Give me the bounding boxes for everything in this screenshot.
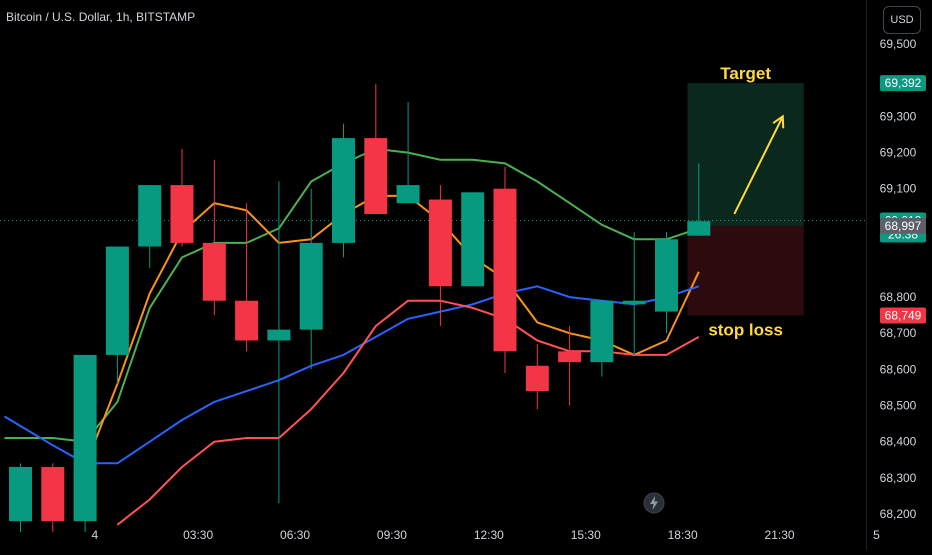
candle: [73, 354, 97, 532]
candle: [396, 101, 420, 204]
symbol-title: Bitcoin / U.S. Dollar, 1h, BITSTAMP: [6, 10, 196, 24]
candle: [138, 185, 162, 269]
candle-body: [525, 365, 549, 392]
candle: [558, 326, 582, 406]
candle: [267, 181, 291, 504]
price-tick-label: 68,700: [880, 326, 917, 340]
price-tick-label: 68,800: [880, 290, 917, 304]
stop-loss-label: stop loss: [708, 321, 783, 340]
price-badge: 69,392: [880, 75, 926, 92]
candle: [655, 232, 678, 334]
candle-body: [138, 185, 162, 247]
moving-average-green: [4, 147, 700, 443]
candle-body: [428, 199, 452, 287]
candle-body: [364, 138, 388, 214]
time-tick-label: 12:30: [474, 528, 504, 542]
candle: [493, 167, 517, 373]
price-badge: 68,749: [880, 307, 926, 324]
target-arrow-line: [733, 115, 784, 215]
candle: [687, 163, 711, 236]
price-tick-label: 69,500: [880, 37, 917, 51]
time-tick-label: 4: [91, 528, 98, 542]
annotations: Target stop loss: [708, 64, 785, 340]
candle-body: [170, 185, 194, 243]
time-tick-label: 09:30: [377, 528, 407, 542]
candle-body: [9, 466, 32, 522]
candle-body: [687, 221, 711, 236]
candle-body: [396, 185, 420, 204]
price-tick-label: 68,600: [880, 362, 917, 376]
candle: [105, 246, 129, 384]
candle-body: [105, 246, 129, 355]
candle-body: [655, 239, 678, 312]
candle: [525, 344, 549, 410]
candle: [41, 463, 65, 532]
candle-body: [267, 329, 291, 341]
candle: [332, 123, 355, 258]
moving-average-blue: [3, 285, 700, 465]
price-tick-label: 69,300: [880, 109, 917, 123]
candle: [299, 188, 323, 370]
position-zones: [687, 83, 804, 316]
candle-body: [235, 300, 259, 341]
target-label: Target: [720, 64, 771, 83]
candle-body: [332, 138, 355, 243]
price-tick-label: 68,500: [880, 399, 917, 413]
time-tick-label: 15:30: [571, 528, 601, 542]
price-badge-value: 68,997: [885, 219, 922, 233]
time-tick-label: 06:30: [280, 528, 310, 542]
candle: [9, 463, 32, 532]
currency-button[interactable]: USD: [883, 6, 921, 34]
price-axis-separator: [866, 0, 867, 550]
candle-body: [73, 354, 97, 522]
candle: [202, 159, 226, 316]
target-zone: [687, 83, 804, 226]
price-badge-box: [880, 307, 926, 324]
candle-body: [622, 300, 646, 305]
time-tick-label: 21:30: [765, 528, 795, 542]
price-badge-box: [880, 75, 926, 92]
candle-body: [461, 192, 485, 287]
candle-body: [558, 351, 582, 363]
price-tick-label: 68,200: [880, 507, 917, 521]
price-badge-value: 68,749: [885, 309, 922, 323]
time-tick-label: 18:30: [668, 528, 698, 542]
candle: [461, 192, 485, 287]
candle: [364, 83, 388, 214]
candles: [9, 83, 711, 532]
time-tick-label: 03:30: [183, 528, 213, 542]
candle-body: [493, 188, 517, 352]
time-tick-label: 5: [873, 528, 880, 542]
candle-body: [590, 300, 614, 363]
time-axis[interactable]: 4 03:30 06:30 09:30 12:30 15:30 18:30 21:30 5: [91, 528, 880, 542]
price-badge: 68,997: [880, 217, 926, 234]
candle-body: [202, 242, 226, 301]
stop-zone: [687, 225, 804, 316]
price-tick-label: 68,300: [880, 471, 917, 485]
price-badge-value: 69,392: [885, 76, 922, 90]
price-tick-label: 69,100: [880, 182, 917, 196]
candle: [590, 300, 614, 377]
price-badge-box: [880, 217, 926, 234]
target-arrow-head: [772, 114, 785, 129]
candle: [235, 203, 259, 352]
candle-body: [299, 242, 323, 330]
candle-body: [41, 466, 65, 522]
lightning-icon[interactable]: [643, 492, 665, 514]
candle: [428, 185, 452, 327]
price-tick-label: 68,400: [880, 435, 917, 449]
price-tick-label: 69,200: [880, 146, 917, 160]
candle: [622, 232, 646, 355]
candle: [170, 148, 194, 247]
